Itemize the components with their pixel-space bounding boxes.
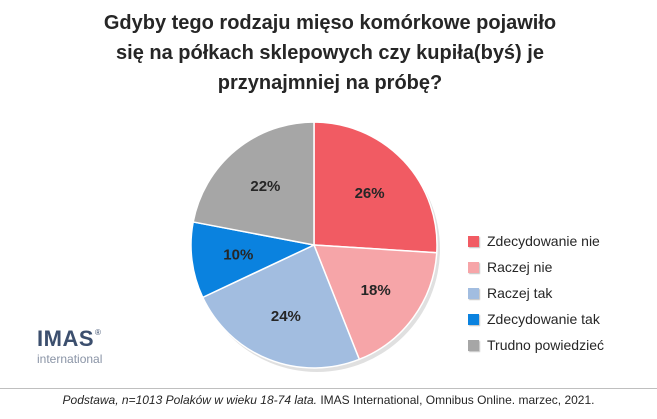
logo-wordmark: IMAS: [37, 326, 94, 351]
legend-label: Zdecydowanie tak: [487, 311, 600, 327]
legend-swatch: [468, 287, 479, 299]
source-base: Podstawa, n=1013 Polaków w wieku 18-74 l…: [62, 393, 318, 407]
pie-slice: [201, 243, 361, 369]
legend-item: Trudno powiedzieć: [468, 332, 604, 358]
legend-swatch: [468, 339, 479, 351]
pie-slice: [192, 121, 315, 246]
source-attribution: IMAS International, Omnibus Online. marz…: [317, 393, 595, 407]
legend-swatch: [468, 235, 479, 247]
title-line-2: się na półkach sklepowych czy kupiła(byś…: [116, 42, 544, 64]
legend-item: Raczej tak: [468, 280, 604, 306]
legend-swatch: [468, 313, 479, 325]
legend-label: Zdecydowanie nie: [487, 233, 600, 249]
chart-title: Gdyby tego rodzaju mięso komórkowe pojaw…: [60, 8, 600, 98]
pie-slice: [312, 244, 438, 361]
slice-value-label: 26%: [355, 185, 385, 202]
imas-logo: IMAS® international: [37, 326, 103, 367]
legend-item: Zdecydowanie nie: [468, 228, 604, 254]
logo-registered-mark: ®: [95, 328, 101, 337]
legend-label: Trudno powiedzieć: [487, 337, 604, 353]
legend-item: Raczej nie: [468, 254, 604, 280]
slice-value-label: 18%: [361, 282, 391, 299]
legend-label: Raczej tak: [487, 285, 553, 301]
source-note: Podstawa, n=1013 Polaków w wieku 18-74 l…: [0, 388, 657, 407]
title-line-1: Gdyby tego rodzaju mięso komórkowe pojaw…: [103, 12, 557, 34]
legend-swatch: [468, 261, 479, 273]
pie-slice: [190, 221, 317, 299]
slice-value-label: 24%: [271, 308, 301, 325]
logo-subtitle: international: [37, 352, 103, 366]
slice-value-label: 22%: [250, 178, 280, 195]
legend-label: Raczej nie: [487, 259, 553, 275]
legend: Zdecydowanie nie Raczej nie Raczej tak Zdec…: [468, 228, 604, 358]
title-line-3: przynajmniej na próbę?: [217, 72, 443, 94]
slice-value-label: 10%: [223, 247, 253, 264]
legend-item: Zdecydowanie tak: [468, 306, 604, 332]
pie-slice: [313, 121, 438, 254]
